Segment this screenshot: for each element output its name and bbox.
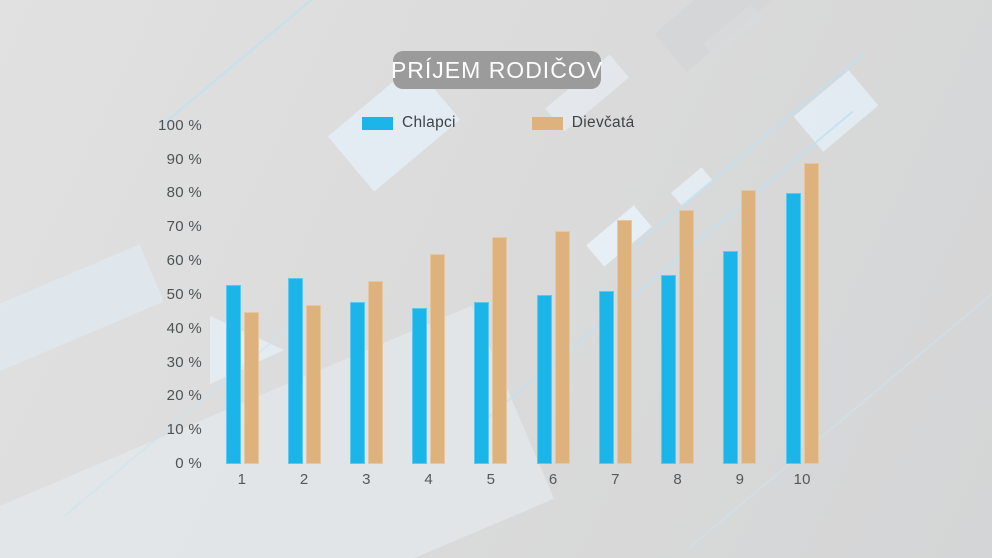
bar-dievcata <box>554 230 570 464</box>
y-tick-label: 80 % <box>166 184 202 202</box>
legend-label-chlapci: Chlapci <box>402 114 456 131</box>
x-tick-label: 3 <box>362 471 371 488</box>
x-tick-label: 4 <box>424 471 434 488</box>
bar-dievcata <box>741 189 757 464</box>
y-tick-label: 20 % <box>166 387 202 405</box>
y-tick-label: 40 % <box>166 319 202 337</box>
bar-chlapci <box>723 250 739 464</box>
chart-title: PRÍJEM RODIČOV <box>390 56 604 83</box>
bar-chlapci <box>536 294 552 464</box>
y-tick-label: 10 % <box>166 421 202 439</box>
bar-dievcata <box>243 311 259 464</box>
bar-chlapci <box>661 274 677 464</box>
x-tick-label: 2 <box>299 471 309 488</box>
bar-dievcata <box>679 210 695 464</box>
x-tick-label: 8 <box>673 471 682 488</box>
y-tick-label: 60 % <box>166 252 202 270</box>
y-tick-label: 30 % <box>166 353 202 371</box>
y-tick-label: 100 % <box>157 116 202 134</box>
bar-dievcata <box>430 254 446 464</box>
y-tick-label: 0 % <box>175 455 202 472</box>
x-tick-label: 7 <box>611 471 620 488</box>
legend-item-chlapci: Chlapci <box>362 114 456 132</box>
y-tick-label: 90 % <box>166 150 202 168</box>
x-tick-label: 10 <box>793 471 811 488</box>
x-tick-label: 5 <box>486 471 496 488</box>
bar-dievcata <box>492 237 508 464</box>
legend-item-dievcata: Dievčatá <box>531 114 635 132</box>
legend-swatch-dievcata <box>531 116 563 130</box>
bar-chlapci <box>474 301 490 464</box>
bar-chlapci <box>598 291 614 464</box>
legend-label-dievcata: Dievčatá <box>571 114 635 131</box>
x-tick-label: 6 <box>548 471 558 488</box>
x-tick-label: 1 <box>237 471 247 488</box>
bar-chlapci <box>349 301 365 464</box>
bar-chlapci <box>412 308 428 464</box>
chart-legend: Chlapci Dievčatá <box>362 114 635 132</box>
bar-dievcata <box>616 220 632 464</box>
x-tick-label: 9 <box>735 471 745 488</box>
bar-dievcata <box>367 281 383 464</box>
bar-chlapci <box>785 193 801 464</box>
chart-title-badge: PRÍJEM RODIČOV <box>390 51 604 89</box>
bar-chlapci <box>287 277 303 464</box>
bar-dievcata <box>803 162 819 464</box>
bar-chlapci <box>225 284 241 464</box>
y-tick-label: 50 % <box>166 285 202 303</box>
legend-swatch-chlapci <box>362 116 393 130</box>
y-tick-label: 70 % <box>166 218 202 236</box>
bar-dievcata <box>305 304 321 464</box>
